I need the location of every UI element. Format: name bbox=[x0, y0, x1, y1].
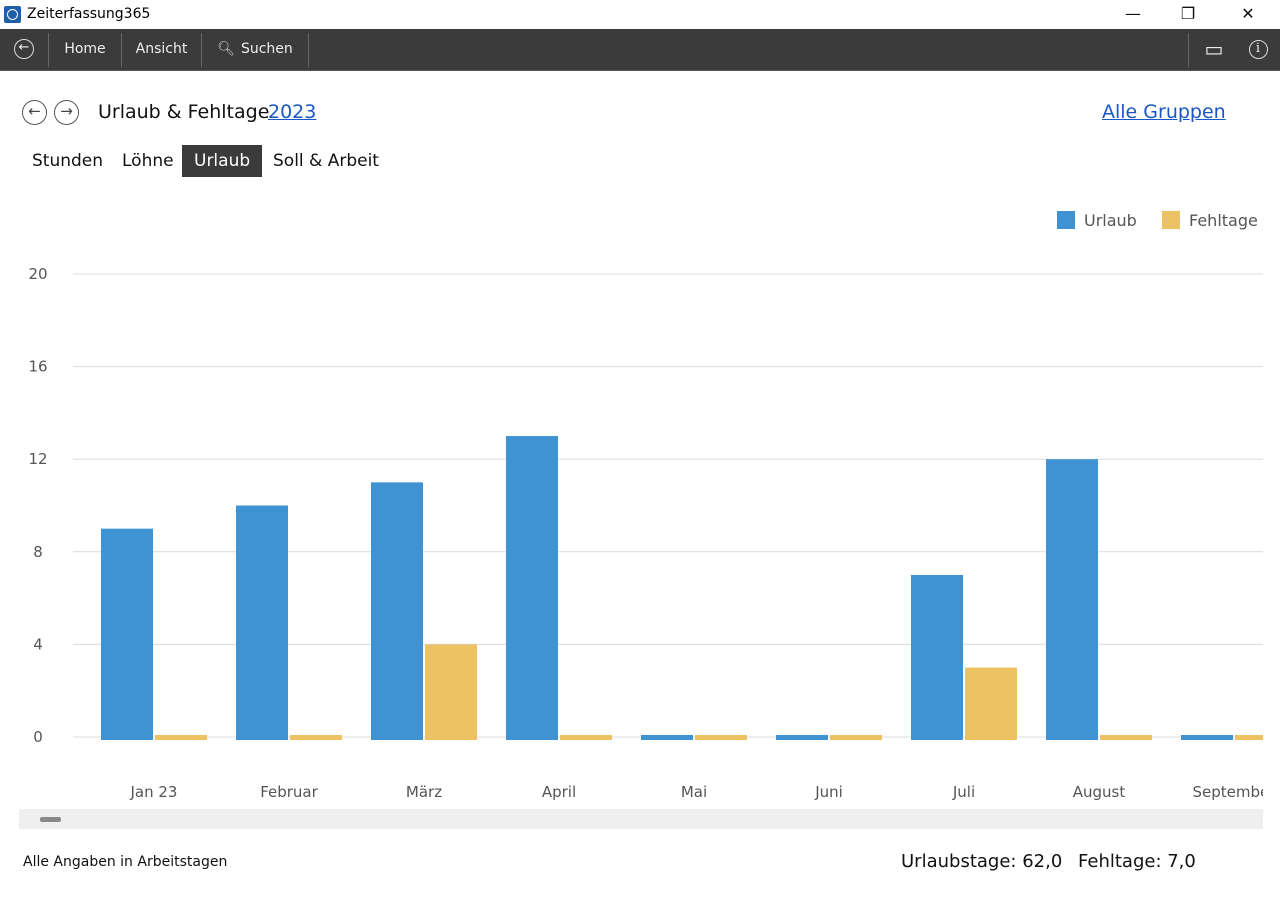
x-tick-label: Mai bbox=[681, 783, 707, 801]
legend-swatch-fehltage bbox=[1162, 211, 1180, 229]
vacation-total: Urlaubstage: 62,0 bbox=[901, 851, 1063, 872]
close-button[interactable]: ✕ bbox=[1241, 4, 1255, 23]
divider bbox=[1188, 33, 1189, 67]
home-button[interactable]: Home bbox=[64, 41, 106, 57]
bar-urlaub-8 bbox=[1046, 459, 1098, 740]
bar-fehltage-2 bbox=[290, 735, 342, 740]
absence-total: Fehltage: 7,0 bbox=[1078, 851, 1196, 872]
search-button[interactable]: 🔍︎ Suchen bbox=[202, 29, 308, 70]
bar-urlaub-5 bbox=[641, 735, 693, 740]
bar-fehltage-6 bbox=[830, 735, 882, 740]
divider bbox=[121, 33, 122, 67]
legend-fehltage: Fehltage bbox=[1162, 211, 1258, 230]
bar-chart: 0 4 8 12 16 20 Jan 23 Februar März April Mai Juni Ju… bbox=[28, 265, 1263, 801]
x-tick-label: April bbox=[542, 783, 576, 801]
bar-urlaub-3 bbox=[371, 482, 423, 740]
bar-urlaub-9 bbox=[1181, 735, 1233, 740]
app-title: Zeiterfassung365 bbox=[27, 6, 151, 22]
view-button[interactable]: Ansicht bbox=[135, 41, 188, 57]
search-icon: 🔍︎ bbox=[217, 41, 235, 57]
bar-urlaub-1 bbox=[101, 528, 153, 740]
horizontal-scrollbar[interactable] bbox=[19, 809, 1263, 829]
next-year-button[interactable]: → bbox=[54, 100, 79, 125]
back-button[interactable]: ← bbox=[0, 29, 48, 70]
x-tick-label: August bbox=[1073, 783, 1126, 801]
legend-swatch-urlaub bbox=[1057, 211, 1075, 229]
bar-fehltage-9 bbox=[1235, 735, 1263, 740]
bar-fehltage-7 bbox=[965, 667, 1017, 740]
restore-button[interactable]: ❐ bbox=[1180, 4, 1196, 23]
screen-icon[interactable]: ▭ bbox=[1204, 37, 1224, 61]
previous-year-button[interactable]: ← bbox=[22, 100, 47, 125]
legend-label: Urlaub bbox=[1084, 211, 1137, 230]
y-tick-label: 8 bbox=[33, 543, 43, 561]
y-tick-label: 12 bbox=[28, 450, 47, 468]
info-icon: i bbox=[1248, 39, 1268, 59]
divider bbox=[48, 33, 49, 67]
bar-fehltage-3 bbox=[425, 644, 477, 740]
page-title: Urlaub & Fehltage bbox=[98, 101, 270, 123]
bar-fehltage-5 bbox=[695, 735, 747, 740]
search-label: Suchen bbox=[240, 41, 293, 57]
units-note: Alle Angaben in Arbeitstagen bbox=[23, 854, 228, 870]
y-tick-label: 4 bbox=[33, 635, 43, 653]
divider bbox=[308, 33, 309, 67]
bar-urlaub-7 bbox=[911, 574, 963, 740]
bar-urlaub-4 bbox=[506, 436, 558, 740]
tab-stunden[interactable]: Stunden bbox=[32, 151, 104, 171]
toolbar: ← Home Ansicht 🔍︎ Suchen ▭ i bbox=[0, 29, 1280, 71]
x-tick-label: Juni bbox=[814, 783, 843, 801]
x-tick-label: Jan 23 bbox=[130, 783, 178, 801]
x-tick-label: Juli bbox=[952, 783, 975, 801]
all-groups-link[interactable]: Alle Gruppen bbox=[1102, 101, 1226, 123]
app-clock-icon bbox=[4, 6, 21, 23]
x-tick-label: März bbox=[406, 783, 442, 801]
tab-soll-arbeit[interactable]: Soll & Arbeit bbox=[273, 151, 379, 171]
tab-urlaub[interactable]: Urlaub bbox=[182, 145, 263, 177]
bar-fehltage-8 bbox=[1100, 735, 1152, 740]
x-tick-label: Februar bbox=[260, 783, 318, 801]
info-button[interactable]: i bbox=[1240, 29, 1276, 70]
minimize-button[interactable]: — bbox=[1125, 4, 1141, 23]
legend-label: Fehltage bbox=[1189, 211, 1258, 230]
year-link[interactable]: 2023 bbox=[268, 101, 317, 123]
bar-urlaub-2 bbox=[236, 505, 288, 740]
bar-fehltage-4 bbox=[560, 735, 612, 740]
title-bar: Zeiterfassung365 — ❐ ✕ bbox=[0, 0, 1280, 29]
bar-urlaub-6 bbox=[776, 735, 828, 740]
y-tick-label: 0 bbox=[33, 728, 43, 746]
x-tick-label: September bbox=[1193, 783, 1263, 801]
legend-urlaub: Urlaub bbox=[1057, 211, 1137, 230]
y-tick-label: 20 bbox=[28, 265, 47, 283]
tab-loehne[interactable]: Löhne bbox=[122, 151, 174, 171]
back-arrow-icon: ← bbox=[14, 39, 34, 59]
scrollbar-thumb[interactable] bbox=[40, 817, 61, 822]
bar-fehltage-1 bbox=[155, 735, 207, 740]
y-tick-label: 16 bbox=[28, 358, 47, 376]
divider bbox=[201, 33, 202, 67]
